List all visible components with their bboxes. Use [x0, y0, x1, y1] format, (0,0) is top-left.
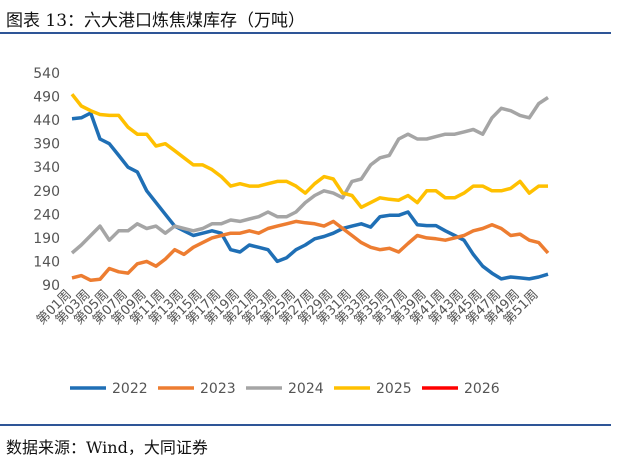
series-line: [70, 93, 548, 210]
y-tick-label: 140: [33, 254, 60, 270]
figure-title: 图表 13：六大港口炼焦煤库存（万吨）: [6, 11, 306, 31]
y-tick-label: 340: [33, 160, 60, 176]
legend-label: 2023: [200, 381, 236, 397]
y-tick-label: 440: [33, 113, 60, 129]
legend-label: 2026: [464, 381, 500, 397]
series-line: [71, 219, 550, 283]
title-rule: [0, 32, 611, 34]
y-tick-label: 390: [33, 137, 60, 153]
series-line: [71, 111, 549, 281]
y-tick-label: 490: [33, 90, 60, 106]
chart: 90140190240290340390440490540第01周第03周第05…: [33, 66, 550, 397]
footer-rule: [0, 424, 611, 426]
series-line: [70, 96, 549, 255]
y-tick-label: 90: [42, 278, 60, 294]
legend-label: 2025: [376, 381, 412, 397]
y-tick-label: 290: [33, 184, 60, 200]
source-note: 数据来源：Wind，大同证券: [6, 438, 208, 457]
y-tick-label: 540: [33, 66, 60, 82]
legend-label: 2024: [288, 381, 324, 397]
y-tick-label: 240: [33, 207, 60, 223]
legend-label: 2022: [112, 381, 148, 397]
y-tick-label: 190: [33, 231, 60, 247]
